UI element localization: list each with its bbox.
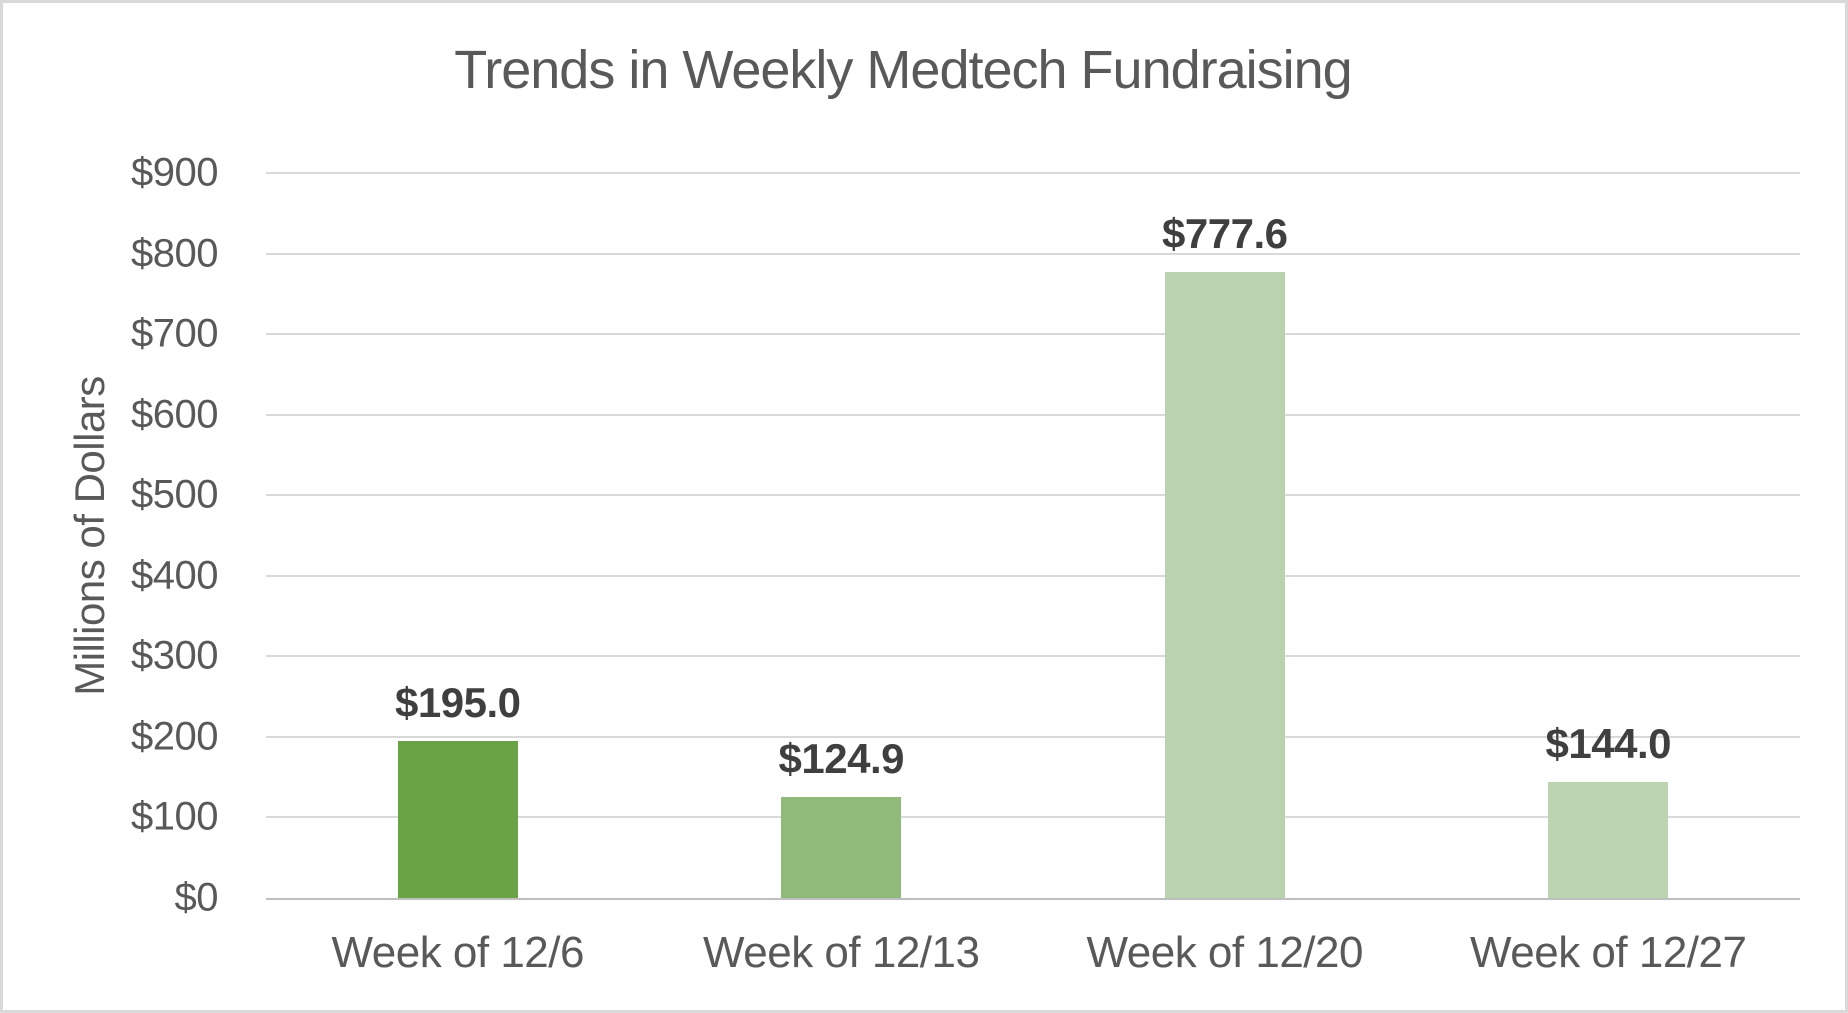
x-tick-label: Week of 12/6 (331, 928, 585, 977)
gridline (266, 413, 1800, 416)
bar-value-label: $195.0 (395, 678, 521, 726)
y-tick-label: $500 (131, 472, 218, 517)
y-tick-label: $800 (131, 231, 218, 276)
gridline (266, 494, 1800, 497)
gridlines (266, 172, 1800, 898)
gridline (266, 333, 1800, 336)
gridline (266, 655, 1800, 658)
y-axis-tick-labels: $0 $100 $200 $300 $400 $500 $600 $700 $800 $900 (3, 151, 218, 920)
gridline (266, 252, 1800, 255)
gridline (266, 735, 1800, 738)
y-tick-label: $0 (174, 875, 219, 920)
bar-slot: $144.0 (1417, 173, 1801, 898)
gridline (266, 574, 1800, 577)
plot-area: $195.0 $124.9 $777.6 $144.0 (266, 172, 1800, 900)
x-axis-tick-labels: Week of 12/6 Week of 12/13 Week of 12/20 We… (266, 928, 1800, 978)
y-tick-label: $100 (131, 794, 218, 839)
y-tick-label: $400 (131, 553, 218, 598)
bar (1548, 782, 1669, 898)
bar-slot: $124.9 (650, 173, 1034, 898)
x-tick-label: Week of 12/13 (703, 928, 980, 977)
x-tick-label: Week of 12/20 (1086, 928, 1364, 977)
bar (781, 797, 902, 898)
y-tick-label: $300 (131, 633, 218, 678)
chart-title: Trends in Weekly Medtech Fundraising (454, 40, 1352, 100)
bar-value-label: $777.6 (1162, 209, 1288, 257)
gridline (266, 172, 1800, 174)
bar-value-label: $124.9 (778, 735, 905, 783)
bars-container: $195.0 $124.9 $777.6 $144.0 (266, 173, 1800, 898)
bar (397, 740, 518, 898)
x-tick-label: Week of 12/27 (1470, 928, 1747, 977)
y-tick-label: $600 (131, 392, 218, 437)
bar-value-label: $144.0 (1545, 720, 1672, 767)
y-tick-label: $200 (131, 714, 218, 759)
bar-slot: $777.6 (1033, 173, 1417, 898)
y-tick-label: $700 (131, 311, 218, 356)
bar-slot: $195.0 (266, 173, 650, 898)
gridline (266, 816, 1800, 819)
y-tick-label: $900 (131, 150, 218, 195)
bar (1164, 271, 1285, 898)
